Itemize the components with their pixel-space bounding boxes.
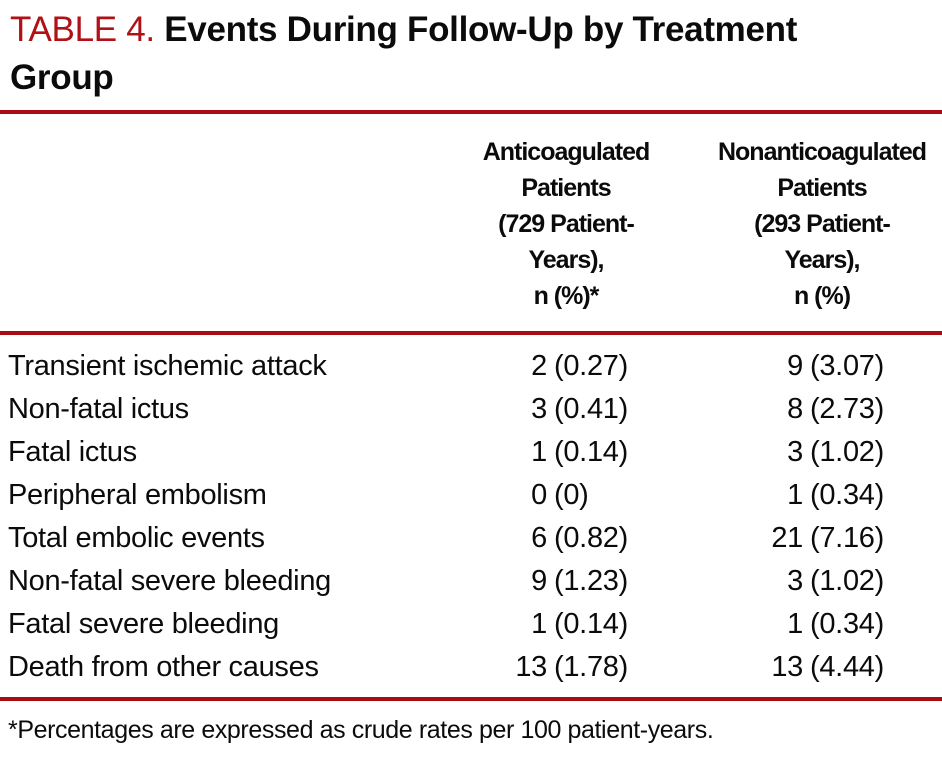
table-row: Transient ischemic attack 2 (0.27) 9 (3.… <box>0 345 942 388</box>
anticoagulated-value-cell: 9 (1.23) <box>470 560 662 603</box>
nac-n: 21 <box>771 522 803 554</box>
table-row: Death from other causes 13 (1.78) 13 (4.… <box>0 646 942 689</box>
table-row: Peripheral embolism 0 (0) 1 (0.34) <box>0 474 942 517</box>
anticoagulated-value-cell: 0 (0) <box>470 474 662 517</box>
row-label: Total embolic events <box>8 522 265 554</box>
nonanticoagulated-value-cell: 13 (4.44) <box>662 646 942 689</box>
header-rule <box>0 331 942 335</box>
column-header-anticoagulated: Anticoagulated Patients (729 Patient- Ye… <box>482 138 651 310</box>
nac-pct: (0.34) <box>810 608 884 640</box>
anticoagulated-value-cell: 1 (0.14) <box>470 431 662 474</box>
paper-table-figure: TABLE 4. Events During Follow-Up by Trea… <box>0 6 942 764</box>
ac-n: 0 <box>531 479 547 511</box>
anticoagulated-value-cell: 1 (0.14) <box>470 603 662 646</box>
nac-pct: (4.44) <box>810 651 884 683</box>
table-row: Fatal severe bleeding 1 (0.14) 1 (0.34) <box>0 603 942 646</box>
column-header-events <box>0 134 470 314</box>
nac-n: 3 <box>787 436 803 468</box>
nonanticoagulated-value-cell: 8 (2.73) <box>662 388 942 431</box>
table-row: Total embolic events 6 (0.82) 21 (7.16) <box>0 517 942 560</box>
row-label: Peripheral embolism <box>8 479 267 511</box>
ac-pct: (0.27) <box>554 350 628 382</box>
row-label: Non-fatal ictus <box>8 393 189 425</box>
nac-n: 3 <box>787 565 803 597</box>
nac-n: 9 <box>787 350 803 382</box>
ac-n: 1 <box>531 436 547 468</box>
nac-n: 8 <box>787 393 803 425</box>
table-body: Transient ischemic attack 2 (0.27) 9 (3.… <box>0 335 942 689</box>
header-row: Anticoagulated Patients (729 Patient- Ye… <box>0 134 942 314</box>
ac-pct: (0.41) <box>554 393 628 425</box>
nac-n: 1 <box>787 608 803 640</box>
nac-pct: (2.73) <box>810 393 884 425</box>
ac-n: 3 <box>531 393 547 425</box>
row-label: Fatal ictus <box>8 436 137 468</box>
table-row: Non-fatal severe bleeding 9 (1.23) 3 (1.… <box>0 560 942 603</box>
row-label: Death from other causes <box>8 651 319 683</box>
ac-n: 6 <box>531 522 547 554</box>
nac-n: 13 <box>771 651 803 683</box>
anticoagulated-value-cell: 13 (1.78) <box>470 646 662 689</box>
table-title-text: Events During Follow-Up by Treatment Gro… <box>10 10 798 97</box>
nonanticoagulated-value-cell: 3 (1.02) <box>662 560 942 603</box>
footnote: *Percentages are expressed as crude rate… <box>8 716 714 744</box>
anticoagulated-value-cell: 3 (0.41) <box>470 388 662 431</box>
nac-pct: (1.02) <box>810 436 884 468</box>
ac-pct: (1.23) <box>554 565 628 597</box>
anticoagulated-value-cell: 6 (0.82) <box>470 517 662 560</box>
ac-pct: (1.78) <box>554 651 628 683</box>
nonanticoagulated-value-cell: 1 (0.34) <box>662 474 942 517</box>
ac-pct: (0) <box>554 479 589 511</box>
nonanticoagulated-value-cell: 3 (1.02) <box>662 431 942 474</box>
anticoagulated-value-cell: 2 (0.27) <box>470 345 662 388</box>
table-row: Fatal ictus 1 (0.14) 3 (1.02) <box>0 431 942 474</box>
nac-pct: (0.34) <box>810 479 884 511</box>
table-number-label: TABLE 4. <box>10 10 155 49</box>
ac-n: 1 <box>531 608 547 640</box>
page-title: TABLE 4. Events During Follow-Up by Trea… <box>0 6 890 102</box>
ac-n: 13 <box>515 651 547 683</box>
row-label: Transient ischemic attack <box>8 350 327 382</box>
nonanticoagulated-value-cell: 21 (7.16) <box>662 517 942 560</box>
nonanticoagulated-value-cell: 1 (0.34) <box>662 603 942 646</box>
row-label: Non-fatal severe bleeding <box>8 565 331 597</box>
ac-n: 2 <box>531 350 547 382</box>
ac-pct: (0.14) <box>554 436 628 468</box>
ac-pct: (0.14) <box>554 608 628 640</box>
nac-n: 1 <box>787 479 803 511</box>
ac-pct: (0.82) <box>554 522 628 554</box>
row-label: Fatal severe bleeding <box>8 608 279 640</box>
ac-n: 9 <box>531 565 547 597</box>
table-row: Non-fatal ictus 3 (0.41) 8 (2.73) <box>0 388 942 431</box>
bottom-rule <box>0 697 942 701</box>
column-header-nonanticoagulated: Nonanticoagulated Patients (293 Patient-… <box>717 138 927 310</box>
top-rule <box>0 110 942 114</box>
nac-pct: (7.16) <box>810 522 884 554</box>
nonanticoagulated-value-cell: 9 (3.07) <box>662 345 942 388</box>
nac-pct: (3.07) <box>810 350 884 382</box>
nac-pct: (1.02) <box>810 565 884 597</box>
